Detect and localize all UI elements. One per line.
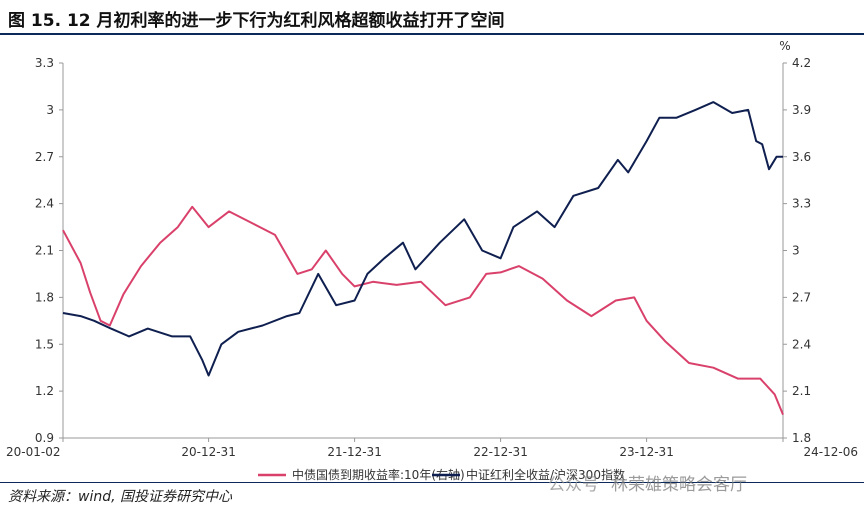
x-tick-label: 21-12-31 [327,445,381,459]
x-tick-label: 22-12-31 [473,445,527,459]
x-tick-label: 24-12-06 [804,445,858,459]
x-tick-label: 20-01-02 [6,445,60,459]
right-tick-label: 2.4 [792,337,811,351]
watermark-account: 公众号 [548,475,599,495]
right-axis-unit: % [779,39,790,53]
source-divider [0,482,864,483]
right-tick-label: 3.6 [792,150,811,164]
watermark: 公众号 林荣雄策略会客厅 [548,470,747,495]
left-tick-label: 3.3 [35,56,54,70]
right-tick-label: 3 [792,244,800,258]
left-tick-label: 2.4 [35,197,54,211]
legend-label-1: 中债国债到期收益率:10年(右轴) [292,467,465,482]
title-divider [0,33,864,35]
right-tick-label: 1.8 [792,431,811,445]
watermark-brand: 林荣雄策略会客厅 [611,475,747,495]
series-line-1 [62,205,784,415]
right-tick-label: 2.7 [792,290,811,304]
left-tick-label: 2.1 [35,244,54,258]
series-line-2 [62,101,783,377]
x-tick-label: 20-12-31 [181,445,235,459]
left-tick-label: 3 [46,103,54,117]
chart-title: 图 15. 12 月初利率的进一步下行为红利风格超额收益打开了空间 [8,11,505,31]
right-tick-label: 3.3 [792,197,811,211]
left-tick-label: 2.7 [35,150,54,164]
left-tick-label: 1.2 [35,384,54,398]
source-note: 资料来源：wind, 国投证券研究中心 [8,489,232,505]
left-tick-label: 1.5 [35,337,54,351]
x-tick-label: 23-12-31 [619,445,673,459]
right-tick-label: 2.1 [792,384,811,398]
left-tick-label: 0.9 [35,431,54,445]
right-tick-label: 4.2 [792,56,811,70]
left-tick-label: 1.8 [35,290,54,304]
legend-label-2: 中证红利全收益/沪深300指数 [466,467,625,482]
right-tick-label: 3.9 [792,103,811,117]
